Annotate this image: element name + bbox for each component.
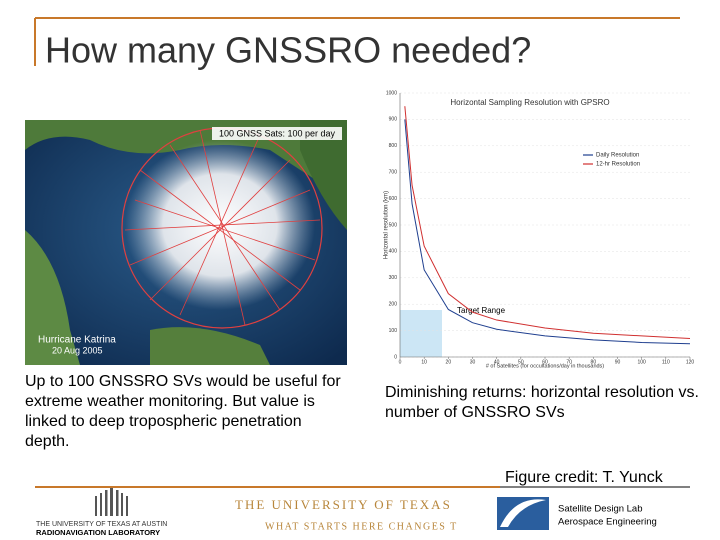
- x-tick-label: 20: [446, 359, 452, 365]
- x-tick-label: 50: [518, 359, 524, 365]
- x-tick-label: 60: [542, 359, 548, 365]
- x-tick-label: 10: [421, 359, 427, 365]
- rnl-logo: THE UNIVERSITY OF TEXAS AT AUSTIN RADION…: [36, 488, 167, 537]
- legend-label: 12-hr Resolution: [596, 162, 640, 168]
- target-shade: [400, 310, 442, 357]
- x-tick-label: 0: [399, 359, 402, 365]
- image-banner: 100 GNSS Sats: 100 per day: [219, 128, 336, 138]
- y-axis-label: Horizontal resolution (km): [384, 191, 390, 259]
- legend-label: Daily Resolution: [596, 153, 639, 159]
- sdl-logo: [497, 497, 549, 530]
- chart: Horizontal Sampling Resolution with GPSR…: [378, 88, 700, 370]
- y-tick-label: 300: [389, 275, 398, 281]
- x-tick-label: 40: [494, 359, 500, 365]
- chart-title: Horizontal Sampling Resolution with GPSR…: [450, 98, 609, 107]
- rnl-bottom: RADIONAVIGATION LABORATORY: [36, 528, 160, 537]
- right-caption: Diminishing returns: horizontal resoluti…: [385, 384, 699, 421]
- image-storm: Hurricane Katrina: [38, 335, 116, 346]
- x-tick-label: 120: [686, 359, 695, 365]
- line-series: [404, 106, 691, 340]
- ut-bottom: WHAT STARTS HERE CHANGES T: [265, 521, 458, 532]
- satellite-image: 100 GNSS Sats: 100 per day Hurricane Kat…: [25, 120, 347, 365]
- left-caption: Up to 100 GNSSRO SVs would be useful for…: [25, 373, 341, 450]
- y-tick-label: 200: [389, 302, 398, 308]
- y-tick-label: 600: [389, 196, 398, 202]
- credit: Figure credit: T. Yunck: [505, 469, 663, 486]
- y-tick-label: 800: [389, 143, 398, 149]
- x-tick-label: 100: [637, 359, 646, 365]
- x-tick-label: 80: [591, 359, 597, 365]
- x-tick-label: 30: [470, 359, 476, 365]
- x-axis-label: # of Satellites (for occultations/day in…: [486, 363, 604, 369]
- y-tick-label: 900: [389, 117, 398, 123]
- y-tick-label: 500: [389, 222, 398, 228]
- y-tick-label: 100: [389, 328, 398, 334]
- annotation: Target Range: [457, 306, 506, 315]
- rnl-top: THE UNIVERSITY OF TEXAS AT AUSTIN: [36, 521, 167, 528]
- x-tick-label: 110: [662, 359, 670, 365]
- y-tick-label: 1000: [386, 90, 397, 96]
- image-date: 20 Aug 2005: [52, 345, 103, 355]
- x-tick-label: 90: [615, 359, 621, 365]
- y-tick-label: 0: [394, 354, 397, 360]
- sdl-bottom: Aerospace Engineering: [558, 517, 657, 528]
- ut-top: THE UNIVERSITY OF TEXAS: [235, 497, 452, 512]
- sdl-top: Satellite Design Lab: [558, 504, 643, 515]
- y-tick-label: 400: [389, 249, 398, 255]
- x-tick-label: 70: [566, 359, 572, 365]
- line-series: [404, 119, 691, 345]
- slide-title: How many GNSSRO needed?: [45, 30, 531, 71]
- y-tick-label: 700: [389, 170, 398, 176]
